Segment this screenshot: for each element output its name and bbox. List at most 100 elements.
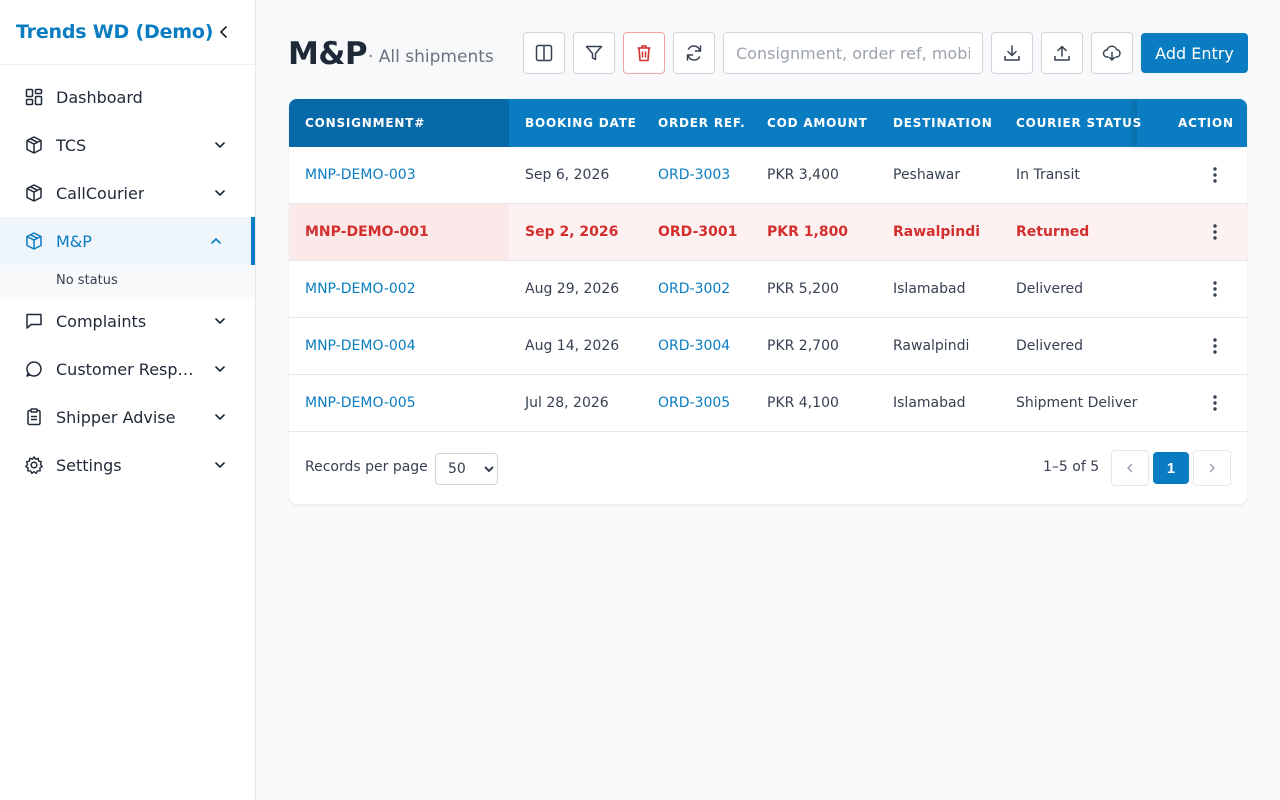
upload-button[interactable] <box>1041 32 1083 74</box>
chevron-up-icon <box>211 238 221 244</box>
destination: Islamabad <box>893 395 966 411</box>
consignment-link[interactable]: MNP-DEMO-005 <box>305 395 416 411</box>
collapse-sidebar-icon[interactable] <box>214 22 234 42</box>
brand-header: Trends WD (Demo) <box>0 0 255 65</box>
columns-icon <box>535 44 553 62</box>
destination: Peshawar <box>893 167 961 183</box>
destination: Rawalpindi <box>893 224 981 240</box>
booking-date: Jul 28, 2026 <box>525 395 609 411</box>
sidebar-subitem-label: No status <box>56 273 118 288</box>
sidebar-item-complaints[interactable]: Complaints <box>0 297 255 345</box>
next-page-button[interactable] <box>1193 450 1231 486</box>
columns-button[interactable] <box>523 32 565 74</box>
clipboard-icon <box>27 408 41 426</box>
page-button-current[interactable]: 1 <box>1153 452 1189 484</box>
chevron-down-icon <box>215 366 225 372</box>
chevron-down-icon <box>215 318 225 324</box>
delete-button[interactable] <box>623 32 665 74</box>
courier-status: Delivered <box>1016 338 1084 354</box>
more-vertical-icon[interactable] <box>1205 336 1225 356</box>
cod-amount: PKR 2,700 <box>767 338 839 354</box>
sidebar-item-tcs[interactable]: TCS <box>0 121 255 169</box>
table-row[interactable]: MNP-DEMO-002 Aug 29, 2026 ORD-3002 PKR 5… <box>289 261 1247 318</box>
search-input[interactable] <box>723 32 983 74</box>
sidebar-item-label: Customer Responses <box>56 359 198 379</box>
order-ref-link[interactable]: ORD-3002 <box>658 281 731 297</box>
add-entry-button[interactable]: Add Entry <box>1141 33 1248 73</box>
chevron-left-icon <box>1127 463 1133 473</box>
column-header-destination[interactable]: DESTINATION <box>893 116 993 130</box>
trash-icon <box>637 45 651 62</box>
booking-date: Sep 6, 2026 <box>525 167 610 183</box>
table-row[interactable]: MNP-DEMO-003 Sep 6, 2026 ORD-3003 PKR 3,… <box>289 147 1247 204</box>
chevron-right-icon <box>1209 463 1215 473</box>
page-subtitle: · All shipments <box>368 47 494 67</box>
order-ref-link[interactable]: ORD-3001 <box>658 224 738 240</box>
sidebar: Trends WD (Demo) Dashboard TCS CallCouri… <box>0 0 256 800</box>
courier-status: Shipment Delivered <box>1016 395 1138 411</box>
records-per-page-select[interactable]: 50 <box>435 453 498 485</box>
consignment-link[interactable]: MNP-DEMO-004 <box>305 338 416 354</box>
sidebar-item-label: Shipper Advise <box>56 407 176 427</box>
refresh-button[interactable] <box>673 32 715 74</box>
order-ref-link[interactable]: ORD-3004 <box>658 338 731 354</box>
booking-date: Sep 2, 2026 <box>525 224 619 240</box>
filter-button[interactable] <box>573 32 615 74</box>
cod-amount: PKR 3,400 <box>767 167 839 183</box>
dashboard-icon <box>25 88 43 106</box>
more-vertical-icon[interactable] <box>1205 165 1225 185</box>
download-button[interactable] <box>991 32 1033 74</box>
page-title: M&P <box>288 36 368 72</box>
sidebar-item-callcourier[interactable]: CallCourier <box>0 169 255 217</box>
sidebar-item-dashboard[interactable]: Dashboard <box>0 73 255 121</box>
sidebar-item-mp[interactable]: M&P <box>0 217 255 265</box>
consignment-link[interactable]: MNP-DEMO-001 <box>305 224 429 240</box>
message-circle-icon <box>26 361 42 377</box>
sidebar-subitem-no-status[interactable]: No status <box>0 265 255 297</box>
cod-amount: PKR 4,100 <box>767 395 839 411</box>
package-icon <box>26 184 42 202</box>
column-header-consignment[interactable]: CONSIGNMENT# <box>305 116 426 130</box>
consignment-link[interactable]: MNP-DEMO-002 <box>305 281 416 297</box>
table-row[interactable]: MNP-DEMO-001 Sep 2, 2026 ORD-3001 PKR 1,… <box>289 204 1247 261</box>
previous-page-button[interactable] <box>1111 450 1149 486</box>
sidebar-item-settings[interactable]: Settings <box>0 441 255 489</box>
courier-status: In Transit <box>1016 167 1080 183</box>
column-header-action: ACTION <box>1178 116 1234 130</box>
table-row[interactable]: MNP-DEMO-005 Jul 28, 2026 ORD-3005 PKR 4… <box>289 375 1247 432</box>
sidebar-item-customer-responses[interactable]: Customer Responses <box>0 345 255 393</box>
sidebar-item-label: M&P <box>56 231 92 251</box>
destination: Rawalpindi <box>893 338 970 354</box>
order-ref-link[interactable]: ORD-3005 <box>658 395 731 411</box>
chevron-down-icon <box>215 142 225 148</box>
sidebar-item-shipper-advise[interactable]: Shipper Advise <box>0 393 255 441</box>
column-header-cod-amount[interactable]: COD AMOUNT <box>767 116 868 130</box>
booking-date: Aug 29, 2026 <box>525 281 620 297</box>
records-per-page-label: Records per page <box>305 459 428 475</box>
consignment-link[interactable]: MNP-DEMO-003 <box>305 167 416 183</box>
sidebar-item-label: CallCourier <box>56 183 145 203</box>
cloud-download-icon <box>1102 45 1121 61</box>
column-header-courier-status[interactable]: COURIER STATUS <box>1016 116 1143 130</box>
cod-amount: PKR 1,800 <box>767 224 849 240</box>
column-header-order-ref[interactable]: ORDER REF. <box>658 116 746 130</box>
download-icon <box>1004 45 1020 61</box>
table-row[interactable]: MNP-DEMO-004 Aug 14, 2026 ORD-3004 PKR 2… <box>289 318 1247 375</box>
cod-amount: PKR 5,200 <box>767 281 839 297</box>
more-vertical-icon[interactable] <box>1205 222 1225 242</box>
courier-status: Returned <box>1016 224 1090 240</box>
booking-date: Aug 14, 2026 <box>525 338 620 354</box>
cloud-download-button[interactable] <box>1091 32 1133 74</box>
brand-title[interactable]: Trends WD (Demo) <box>16 21 214 43</box>
chevron-down-icon <box>215 462 225 468</box>
column-header-booking-date[interactable]: BOOKING DATE <box>525 116 637 130</box>
sidebar-nav: Dashboard TCS CallCourier M&P No status … <box>0 65 255 489</box>
shipments-table: CONSIGNMENT# BOOKING DATE ORDER REF. COD… <box>289 99 1247 504</box>
more-vertical-icon[interactable] <box>1205 393 1225 413</box>
sidebar-item-label: Complaints <box>56 311 147 331</box>
pagination-range: 1–5 of 5 <box>1043 459 1100 475</box>
order-ref-link[interactable]: ORD-3003 <box>658 167 731 183</box>
table-footer: Records per page 50 1–5 of 5 1 <box>289 433 1247 504</box>
more-vertical-icon[interactable] <box>1205 279 1225 299</box>
filter-icon <box>585 45 603 61</box>
